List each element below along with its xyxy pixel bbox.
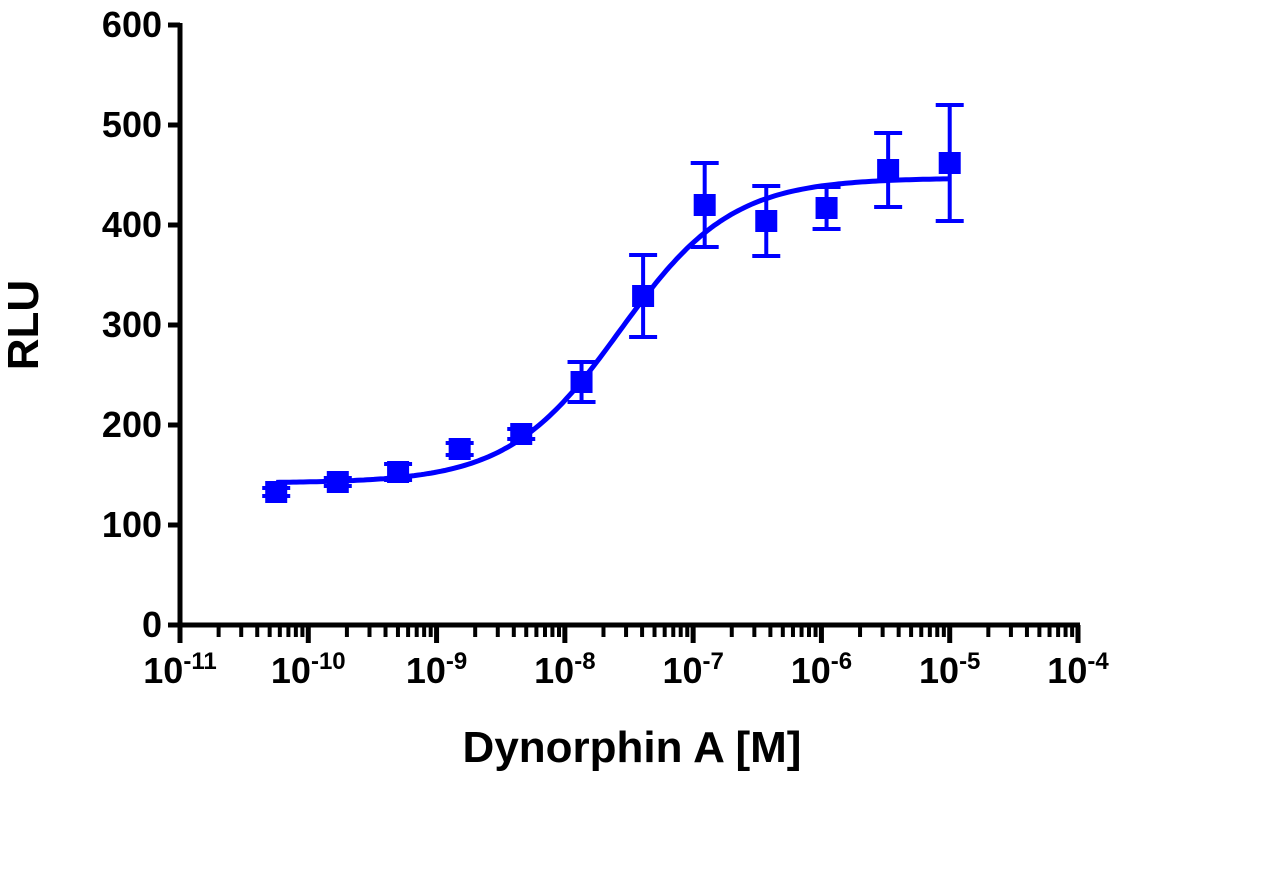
x-tick-exponent: -5 xyxy=(959,648,980,675)
square-marker xyxy=(510,423,533,445)
x-tick-base: 10 xyxy=(143,650,183,691)
x-tick-exponent: -11 xyxy=(183,648,216,675)
fit-curve-group xyxy=(276,176,950,485)
x-tick-exponent: -9 xyxy=(446,648,467,675)
data-point xyxy=(323,471,352,493)
square-marker xyxy=(815,197,838,219)
y-tick-label: 600 xyxy=(102,4,162,45)
data-point xyxy=(445,438,474,460)
y-tick-label: 500 xyxy=(102,104,162,145)
x-tick-exponent: -10 xyxy=(311,648,346,675)
x-tick-base: 10 xyxy=(791,650,831,691)
x-tick-exponent: -6 xyxy=(831,648,852,675)
data-point xyxy=(629,253,658,339)
x-tick-label: 10-4 xyxy=(1047,648,1109,691)
square-marker xyxy=(570,371,593,393)
x-tick-base: 10 xyxy=(534,650,574,691)
x-tick-exponent: -7 xyxy=(702,648,723,675)
x-tick-label: 10-5 xyxy=(919,648,980,691)
x-tick-base: 10 xyxy=(406,650,446,691)
x-tick-label: 10-6 xyxy=(791,648,852,691)
y-tick-label: 0 xyxy=(142,604,162,645)
data-points xyxy=(262,103,964,503)
x-tick-exponent: -4 xyxy=(1087,648,1109,675)
square-marker xyxy=(632,285,655,307)
data-point xyxy=(874,131,903,209)
square-marker xyxy=(755,210,778,232)
data-point xyxy=(507,423,536,445)
x-tick-base: 10 xyxy=(271,650,311,691)
x-tick-label: 10-11 xyxy=(143,648,216,691)
x-tick-label: 10-8 xyxy=(534,648,595,691)
x-tick-exponent: -8 xyxy=(574,648,595,675)
x-tick-label: 10-10 xyxy=(271,648,346,691)
x-tick-label: 10-9 xyxy=(406,648,467,691)
axes xyxy=(177,23,1080,628)
x-tick-base: 10 xyxy=(1047,650,1087,691)
y-tick-label: 400 xyxy=(102,204,162,245)
fit-curve xyxy=(276,176,950,485)
x-axis-ticks: 10-11 10-10 10-9 10-8 10-7 10-6 10-5 10-4 xyxy=(143,625,1109,691)
data-point xyxy=(752,184,781,258)
square-marker xyxy=(938,152,961,174)
x-axis-title: Dynorphin A [M] xyxy=(463,723,802,772)
y-axis-title: RLU xyxy=(0,280,48,370)
data-point xyxy=(935,103,964,223)
x-tick-base: 10 xyxy=(662,650,702,691)
y-tick-label: 100 xyxy=(102,504,162,545)
y-tick-label: 200 xyxy=(102,404,162,445)
data-point xyxy=(690,161,719,249)
square-marker xyxy=(693,194,716,216)
data-point xyxy=(262,481,291,503)
square-marker xyxy=(265,481,288,503)
data-point xyxy=(567,360,596,404)
data-point xyxy=(384,461,413,483)
x-tick-label: 10-7 xyxy=(662,648,723,691)
square-marker xyxy=(877,159,900,181)
square-marker xyxy=(326,471,349,493)
square-marker xyxy=(448,438,471,460)
y-axis-ticks: 0 100 200 300 400 500 600 xyxy=(102,4,180,645)
square-marker xyxy=(387,461,410,483)
y-tick-label: 300 xyxy=(102,304,162,345)
data-point xyxy=(812,185,841,231)
x-tick-base: 10 xyxy=(919,650,959,691)
